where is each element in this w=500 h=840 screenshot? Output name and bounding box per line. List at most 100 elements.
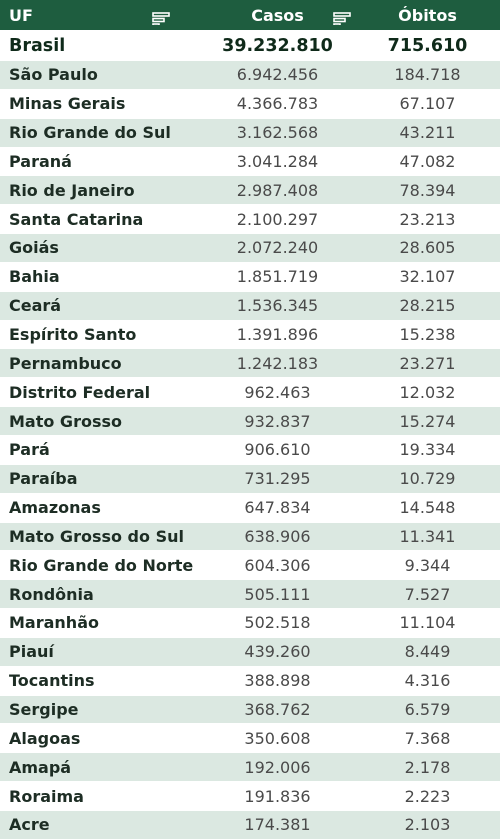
row-obitos: 28.605 xyxy=(399,238,456,258)
total-obitos: 715.610 xyxy=(387,35,468,56)
table-row: Tocantins 388.898 4.316 xyxy=(0,666,500,696)
column-header-obitos[interactable]: Óbitos xyxy=(355,6,500,25)
table-row: Acre 174.381 2.103 xyxy=(0,810,500,840)
row-obitos: 19.334 xyxy=(399,440,456,460)
row-obitos: 184.718 xyxy=(394,65,461,85)
casos-sort-icon[interactable] xyxy=(152,11,170,25)
total-uf: Brasil xyxy=(9,35,66,56)
row-uf: Minas Gerais xyxy=(9,94,126,114)
row-obitos: 7.527 xyxy=(404,584,451,604)
row-uf: Espírito Santo xyxy=(9,325,137,345)
row-uf: Bahia xyxy=(9,267,60,287)
row-casos: 505.111 xyxy=(244,584,311,604)
table-row: Mato Grosso 932.837 15.274 xyxy=(0,407,500,436)
column-header-casos[interactable]: Casos xyxy=(200,6,355,25)
row-casos: 3.041.284 xyxy=(236,151,319,171)
row-obitos: 15.238 xyxy=(399,325,456,345)
row-casos: 1.391.896 xyxy=(236,325,319,345)
row-obitos: 10.729 xyxy=(399,469,456,489)
row-uf: Tocantins xyxy=(9,671,95,691)
row-casos: 731.295 xyxy=(244,469,311,489)
row-obitos: 32.107 xyxy=(399,267,456,287)
row-obitos: 2.103 xyxy=(404,815,451,835)
row-casos: 604.306 xyxy=(244,555,311,575)
row-casos: 439.260 xyxy=(244,642,311,662)
table-row: Maranhão 502.518 11.104 xyxy=(0,609,500,638)
row-uf: Pará xyxy=(9,440,50,460)
row-casos: 638.906 xyxy=(244,526,311,546)
row-uf: Roraima xyxy=(9,786,84,806)
table-row: Bahia 1.851.719 32.107 xyxy=(0,262,500,292)
row-casos: 6.942.456 xyxy=(236,65,319,85)
table-header: UF Casos Óbitos xyxy=(0,0,500,31)
row-casos: 502.518 xyxy=(244,613,311,633)
row-uf: Distrito Federal xyxy=(9,382,151,402)
row-obitos: 47.082 xyxy=(399,151,456,171)
row-casos: 647.834 xyxy=(244,498,311,518)
table-body: São Paulo 6.942.456 184.718 Minas Gerais 4.3… xyxy=(0,61,500,840)
row-casos: 932.837 xyxy=(244,411,311,431)
table-row: Rio Grande do Norte 604.306 9.344 xyxy=(0,551,500,581)
table-row: Sergipe 368.762 6.579 xyxy=(0,695,500,725)
row-obitos: 78.394 xyxy=(399,180,456,200)
row-obitos: 43.211 xyxy=(399,123,456,143)
row-uf: Alagoas xyxy=(9,728,81,748)
row-obitos: 4.316 xyxy=(404,671,451,691)
row-uf: São Paulo xyxy=(9,65,98,85)
column-header-casos-label: Casos xyxy=(251,5,304,25)
row-uf: Piauí xyxy=(9,642,54,662)
table-row: Pará 906.610 19.334 xyxy=(0,435,500,465)
table-row: Amazonas 647.834 14.548 xyxy=(0,493,500,523)
table-row: Roraima 191.836 2.223 xyxy=(0,782,500,811)
table-row: Goiás 2.072.240 28.605 xyxy=(0,234,500,263)
row-uf: Rio de Janeiro xyxy=(9,180,135,200)
row-uf: Pernambuco xyxy=(9,353,122,373)
row-casos: 2.100.297 xyxy=(236,209,319,229)
row-uf: Santa Catarina xyxy=(9,209,144,229)
row-obitos: 14.548 xyxy=(399,498,456,518)
row-obitos: 7.368 xyxy=(404,728,451,748)
table-row: Rio Grande do Sul 3.162.568 43.211 xyxy=(0,118,500,148)
column-header-obitos-label: Óbitos xyxy=(398,5,457,25)
row-casos: 2.987.408 xyxy=(236,180,319,200)
row-casos: 4.366.783 xyxy=(236,94,319,114)
row-uf: Paraná xyxy=(9,151,72,171)
table-row: Distrito Federal 962.463 12.032 xyxy=(0,378,500,408)
column-header-uf[interactable]: UF xyxy=(0,6,200,25)
row-casos: 368.762 xyxy=(244,699,311,719)
row-obitos: 23.271 xyxy=(399,353,456,373)
row-obitos: 6.579 xyxy=(404,699,451,719)
row-casos: 962.463 xyxy=(244,382,311,402)
row-uf: Goiás xyxy=(9,238,59,258)
row-uf: Rondônia xyxy=(9,584,94,604)
row-uf: Ceará xyxy=(9,296,62,316)
table-row: Santa Catarina 2.100.297 23.213 xyxy=(0,205,500,235)
table-row: Paraíba 731.295 10.729 xyxy=(0,464,500,494)
table-row: Pernambuco 1.242.183 23.271 xyxy=(0,349,500,379)
row-casos: 350.608 xyxy=(244,728,311,748)
row-obitos: 15.274 xyxy=(399,411,456,431)
table-row: Piauí 439.260 8.449 xyxy=(0,637,500,667)
row-uf: Rio Grande do Norte xyxy=(9,555,194,575)
obitos-sort-icon[interactable] xyxy=(333,11,351,25)
table-row: Alagoas 350.608 7.368 xyxy=(0,724,500,754)
row-casos: 2.072.240 xyxy=(236,238,319,258)
table-row: Espírito Santo 1.391.896 15.238 xyxy=(0,320,500,350)
row-uf: Paraíba xyxy=(9,469,78,489)
row-casos: 3.162.568 xyxy=(236,123,319,143)
row-uf: Acre xyxy=(9,815,50,835)
table-row: Minas Gerais 4.366.783 67.107 xyxy=(0,89,500,119)
row-casos: 1.536.345 xyxy=(236,296,319,316)
row-casos: 388.898 xyxy=(244,671,311,691)
table-row: Rio de Janeiro 2.987.408 78.394 xyxy=(0,176,500,206)
row-obitos: 23.213 xyxy=(399,209,456,229)
table-row: Mato Grosso do Sul 638.906 11.341 xyxy=(0,522,500,552)
row-obitos: 11.341 xyxy=(399,526,456,546)
row-obitos: 2.223 xyxy=(404,786,451,806)
row-casos: 906.610 xyxy=(244,440,311,460)
table-row: São Paulo 6.942.456 184.718 xyxy=(0,61,500,90)
row-casos: 192.006 xyxy=(244,757,311,777)
row-uf: Mato Grosso do Sul xyxy=(9,526,184,546)
row-obitos: 67.107 xyxy=(399,94,456,114)
